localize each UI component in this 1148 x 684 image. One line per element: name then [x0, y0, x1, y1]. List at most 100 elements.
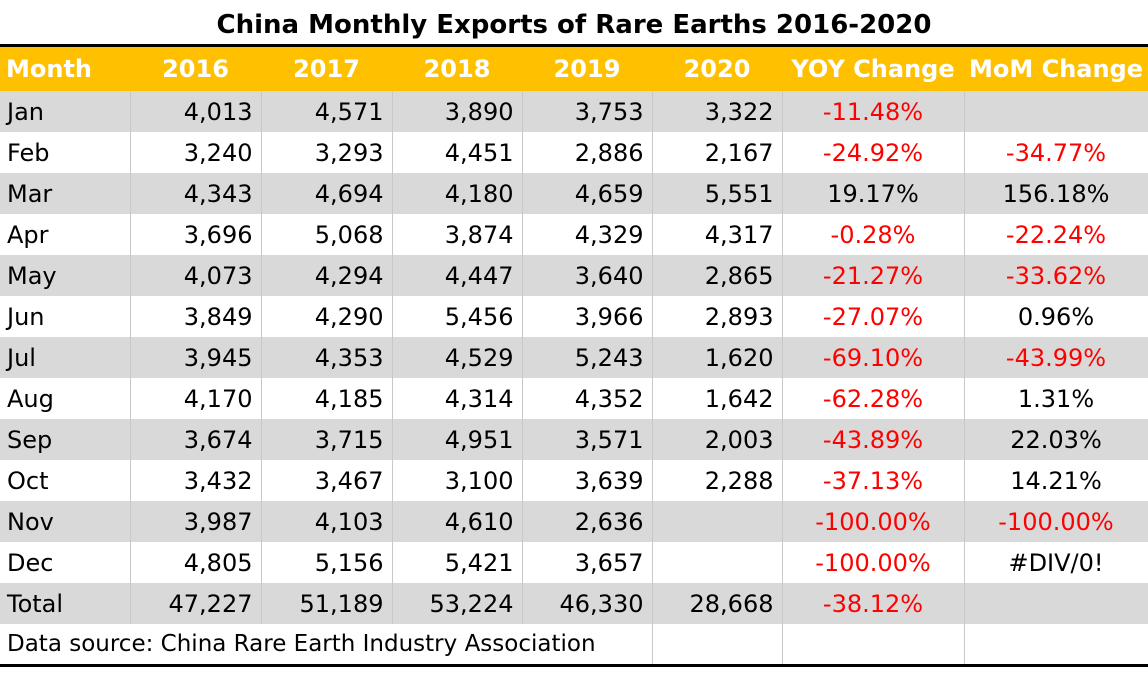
yoy-change: -24.92%	[782, 132, 965, 173]
export-value: 3,100	[392, 460, 523, 501]
export-value: 5,156	[261, 542, 393, 583]
export-value: 5,243	[522, 337, 653, 378]
export-value: 3,696	[130, 214, 262, 255]
yoy-change: -62.28%	[782, 378, 965, 419]
export-value: 4,694	[261, 173, 393, 214]
column-header: Month	[0, 47, 130, 91]
table-row: Jul 3,945 4,353 4,529 5,243 1,620 -69.10% -43.9…	[0, 337, 1148, 378]
table-title: China Monthly Exports of Rare Earths 201…	[216, 10, 932, 40]
export-value: 2,886	[522, 132, 653, 173]
month-label: Nov	[0, 501, 131, 542]
export-value: 4,329	[522, 214, 653, 255]
empty-cell	[781, 624, 965, 667]
export-value: 4,073	[130, 255, 262, 296]
export-value: 3,987	[130, 501, 262, 542]
table-row: Aug 4,170 4,185 4,314 4,352 1,642 -62.28% 1.31%	[0, 378, 1148, 419]
export-value: 4,314	[392, 378, 523, 419]
column-header: 2019	[522, 47, 652, 91]
month-label: Sep	[0, 419, 131, 460]
title-divider	[0, 44, 1148, 47]
month-label: Feb	[0, 132, 131, 173]
export-value: 51,189	[261, 583, 393, 624]
month-label: Jul	[0, 337, 131, 378]
export-value: 4,352	[522, 378, 653, 419]
export-value: 2,636	[522, 501, 653, 542]
table-row: Feb 3,240 3,293 4,451 2,886 2,167 -24.92% -34.7…	[0, 132, 1148, 173]
data-source-note: Data source: China Rare Earth Industry A…	[0, 624, 652, 667]
export-value: 3,432	[130, 460, 262, 501]
export-value	[652, 542, 783, 583]
yoy-change: -11.48%	[782, 91, 965, 132]
export-value: 28,668	[652, 583, 783, 624]
table-row: Nov 3,987 4,103 4,610 2,636 -100.00% -100.00%	[0, 501, 1148, 542]
export-value: 3,322	[652, 91, 783, 132]
mom-change: 0.96%	[964, 296, 1148, 337]
yoy-change: -69.10%	[782, 337, 965, 378]
export-value: 2,167	[652, 132, 783, 173]
export-value: 2,893	[652, 296, 783, 337]
column-header: 2017	[261, 47, 392, 91]
export-value: 5,551	[652, 173, 783, 214]
yoy-change: -27.07%	[782, 296, 965, 337]
table-row: Jun 3,849 4,290 5,456 3,966 2,893 -27.07% 0.96%	[0, 296, 1148, 337]
month-label: Dec	[0, 542, 131, 583]
export-value: 4,610	[392, 501, 523, 542]
mom-change: -33.62%	[964, 255, 1148, 296]
yoy-change: -37.13%	[782, 460, 965, 501]
column-header: MoM Change	[964, 47, 1148, 91]
export-value: 3,674	[130, 419, 262, 460]
yoy-change: -43.89%	[782, 419, 965, 460]
export-value: 3,715	[261, 419, 393, 460]
export-value: 4,317	[652, 214, 783, 255]
total-row: Total 47,227 51,189 53,224 46,330 28,668 -38.1…	[0, 583, 1148, 624]
export-value: 4,451	[392, 132, 523, 173]
export-value: 4,951	[392, 419, 523, 460]
mom-change: 22.03%	[964, 419, 1148, 460]
export-value: 3,849	[130, 296, 262, 337]
exports-table: Month 2016 2017 2018 2019 2020 YOY Chang…	[0, 47, 1148, 667]
export-value: 4,447	[392, 255, 523, 296]
month-label: May	[0, 255, 131, 296]
month-label: Jan	[0, 91, 131, 132]
table-row: Apr 3,696 5,068 3,874 4,329 4,317 -0.28% -22.24…	[0, 214, 1148, 255]
yoy-change: -100.00%	[782, 542, 965, 583]
export-value: 4,353	[261, 337, 393, 378]
month-label: Jun	[0, 296, 131, 337]
yoy-change: -38.12%	[782, 583, 965, 624]
mom-change	[964, 91, 1148, 132]
yoy-change: 19.17%	[782, 173, 965, 214]
mom-change: 1.31%	[964, 378, 1148, 419]
export-value: 4,185	[261, 378, 393, 419]
table-row: Oct 3,432 3,467 3,100 3,639 2,288 -37.13% 14.21…	[0, 460, 1148, 501]
export-value: 5,421	[392, 542, 523, 583]
export-value: 47,227	[130, 583, 262, 624]
column-header: 2020	[652, 47, 782, 91]
export-value: 4,103	[261, 501, 393, 542]
table-body: Jan 4,013 4,571 3,890 3,753 3,322 -11.48% Feb 3,…	[0, 91, 1148, 624]
export-value: 3,966	[522, 296, 653, 337]
export-value: 3,890	[392, 91, 523, 132]
empty-cell	[651, 624, 783, 667]
mom-change: -34.77%	[964, 132, 1148, 173]
table-row: Mar 4,343 4,694 4,180 4,659 5,551 19.17% 156.18…	[0, 173, 1148, 214]
export-value: 3,945	[130, 337, 262, 378]
yoy-change: -0.28%	[782, 214, 965, 255]
export-value: 4,170	[130, 378, 262, 419]
header-row: Month 2016 2017 2018 2019 2020 YOY Chang…	[0, 47, 1148, 91]
export-value: 4,180	[392, 173, 523, 214]
footnote-row: Data source: China Rare Earth Industry A…	[0, 624, 1148, 667]
empty-cell	[963, 624, 1148, 667]
export-value: 4,290	[261, 296, 393, 337]
mom-change: -100.00%	[964, 501, 1148, 542]
export-value: 3,293	[261, 132, 393, 173]
export-value: 3,640	[522, 255, 653, 296]
column-header: 2018	[392, 47, 522, 91]
export-value: 3,753	[522, 91, 653, 132]
export-value: 3,467	[261, 460, 393, 501]
yoy-change: -100.00%	[782, 501, 965, 542]
export-value: 53,224	[392, 583, 523, 624]
month-label: Aug	[0, 378, 131, 419]
export-value: 4,013	[130, 91, 262, 132]
mom-change	[964, 583, 1148, 624]
export-value: 3,639	[522, 460, 653, 501]
